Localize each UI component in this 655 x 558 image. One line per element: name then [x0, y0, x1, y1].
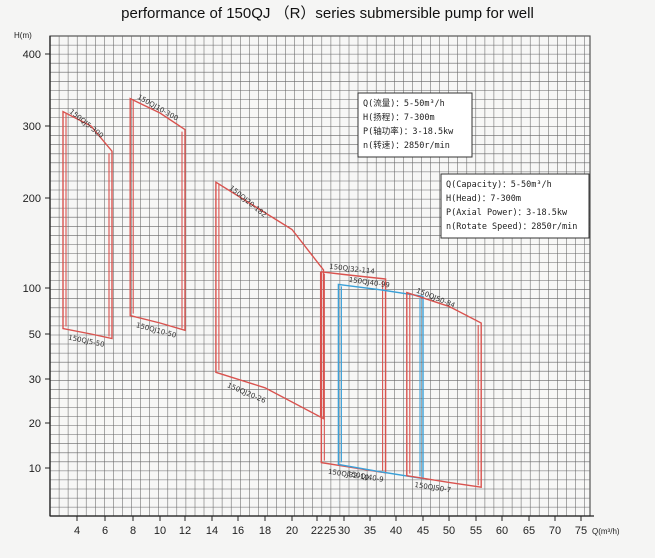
info-box: [440, 173, 590, 239]
info-box-line: H(扬程)：7-300m: [363, 112, 435, 123]
x-tick-label: 60: [496, 525, 508, 537]
info-box-line: P(Axial Power)：3-18.5kw: [446, 208, 568, 218]
y-tick-label: 100: [23, 283, 41, 295]
x-tick-label: 14: [206, 525, 218, 537]
y-axis-label: H(m): [14, 31, 32, 40]
curve-150QJ10-300: [129, 97, 186, 332]
x-tick-label: 18: [259, 525, 271, 537]
info-box-line: H(Head)：7-300m: [446, 194, 521, 204]
axes: H(m)Q(m³/h)4 6 8 10 12 14 16 18 20 22 25 30 35 40 45 50…: [14, 31, 620, 537]
x-tick-label: 55: [470, 525, 482, 537]
x-tick-label: 6: [102, 525, 108, 537]
y-tick-label: 400: [23, 49, 41, 61]
y-tick-label: 300: [23, 121, 41, 133]
x-tick-label: 8: [130, 525, 136, 537]
x-tick-label: 45: [417, 525, 429, 537]
x-tick-label: 35: [364, 525, 376, 537]
y-tick-label: 10: [29, 463, 41, 475]
x-tick-label: 12: [179, 525, 191, 537]
info-box-line: P(轴功率)：3-18.5kw: [363, 126, 454, 137]
x-tick-label: 65: [523, 525, 535, 537]
x-axis-label: Q(m³/h): [592, 527, 620, 536]
curve-150QJ5-300: [62, 110, 113, 340]
y-tick-label: 200: [23, 193, 41, 205]
curve-150QJ20-182: [215, 180, 325, 420]
x-tick-label: 50: [443, 525, 455, 537]
info-box-line: Q(Capacity)：5-50m³/h: [446, 180, 552, 190]
x-tick-label: 70: [549, 525, 561, 537]
info-box: [357, 92, 473, 158]
x-tick-label: 4: [74, 525, 80, 537]
x-tick-label: 75: [575, 525, 587, 537]
y-tick-label: 30: [29, 374, 41, 386]
curve-150QJ50-84: [406, 291, 482, 489]
info-box-line: n(Rotate Speed)：2850r/min: [446, 222, 577, 232]
x-tick-label: 10: [154, 525, 166, 537]
info-box-line: Q(流量)：5-50m³/h: [363, 98, 445, 109]
x-tick-label: 40: [390, 525, 402, 537]
y-tick-label: 20: [29, 418, 41, 430]
chart-title: performance of 150QJ （R）series submersib…: [121, 5, 534, 22]
x-tick-label: 22: [311, 525, 323, 537]
x-tick-label: 25: [324, 525, 336, 537]
x-tick-label: 20: [286, 525, 298, 537]
info-boxes: Q(流量)：5-50m³/h H(扬程)：7-300m P(轴功率)：3-18.5k…: [357, 92, 590, 239]
x-tick-label: 16: [232, 525, 244, 537]
y-tick-label: 50: [29, 329, 41, 341]
x-tick-label: 30: [338, 525, 350, 537]
info-box-line: n(转速)：2850r/min: [363, 140, 450, 151]
